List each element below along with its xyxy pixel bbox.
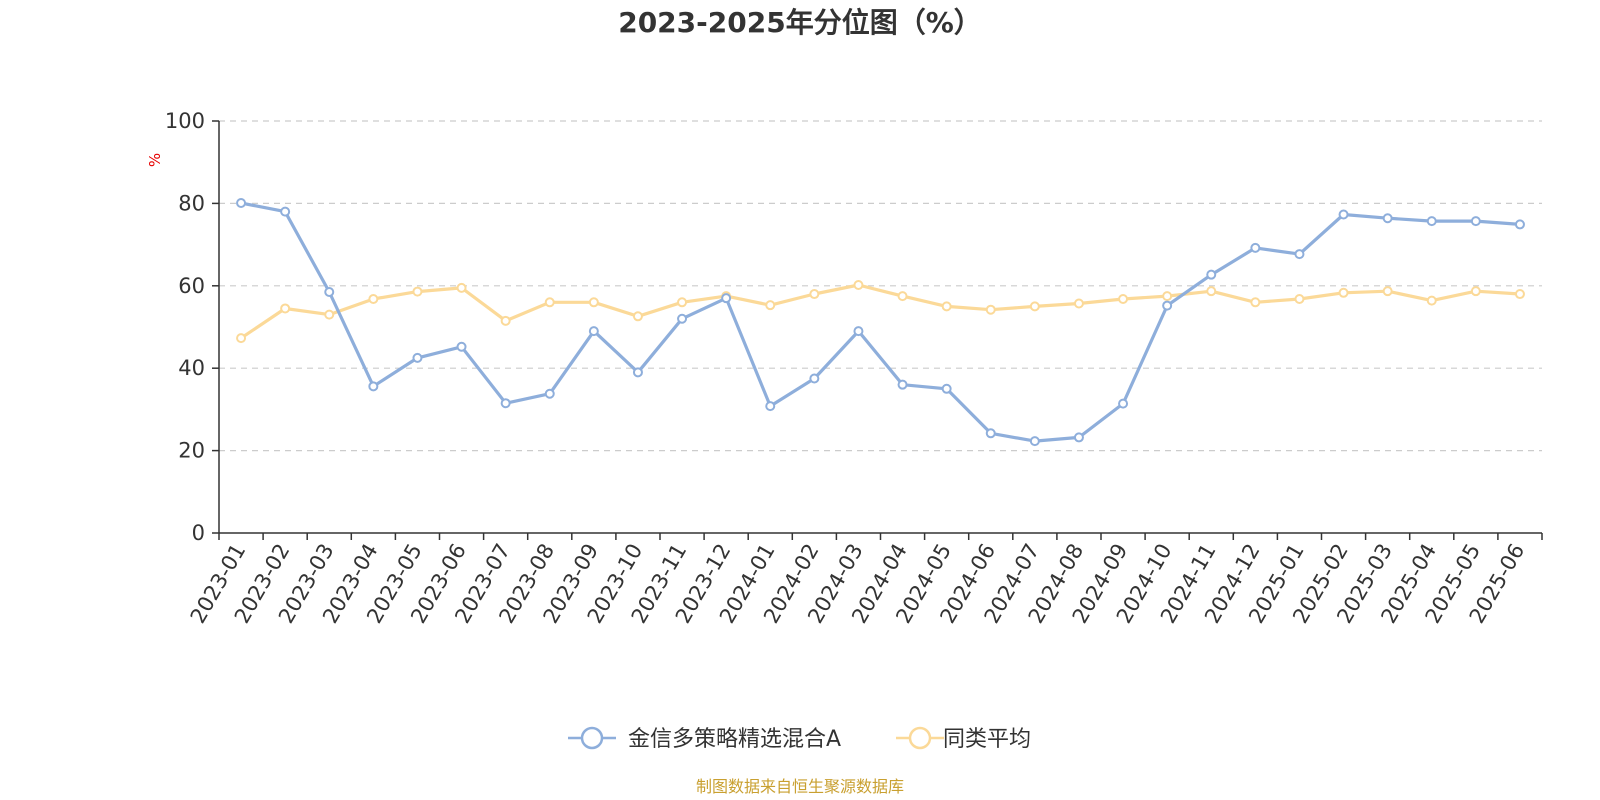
data-point-2-2023-04 <box>368 293 379 304</box>
data-point-2-2024-02 <box>809 289 820 300</box>
series-lines <box>236 197 1525 447</box>
data-point-2-2023-07 <box>500 315 511 326</box>
data-point-1-2024-04 <box>897 379 908 390</box>
data-point-2-2025-01 <box>1294 293 1305 304</box>
data-point-2-2024-08 <box>1073 298 1084 309</box>
data-point-1-2023-01 <box>236 197 247 208</box>
data-point-2-2023-01 <box>236 333 247 344</box>
data-point-1-2023-03 <box>324 286 335 297</box>
y-tick-label-40: 40 <box>178 356 205 380</box>
data-point-2-2024-10 <box>1162 291 1173 302</box>
data-point-1-2023-11 <box>677 313 688 324</box>
data-point-1-2023-02 <box>280 206 291 217</box>
data-point-2-2023-06 <box>456 282 467 293</box>
data-point-1-2025-01 <box>1294 249 1305 260</box>
data-point-1-2023-10 <box>632 367 643 378</box>
y-tick-label-80: 80 <box>178 191 205 215</box>
legend-label-2: 同类平均 <box>943 727 1031 752</box>
data-point-1-2024-03 <box>853 326 864 337</box>
data-point-1-2023-05 <box>412 352 423 363</box>
data-point-1-2025-06 <box>1514 219 1525 230</box>
data-point-2-2023-10 <box>632 311 643 322</box>
data-point-1-2024-08 <box>1073 432 1084 443</box>
data-point-1-2024-12 <box>1250 242 1261 253</box>
data-point-1-2024-01 <box>765 401 776 412</box>
data-point-1-2024-11 <box>1206 269 1217 280</box>
grid-lines <box>219 120 1542 452</box>
data-point-2-2024-12 <box>1250 297 1261 308</box>
data-point-2-2023-08 <box>544 297 555 308</box>
data-point-1-2024-07 <box>1029 436 1040 447</box>
y-axis-unit: % <box>146 153 164 167</box>
data-point-1-2024-02 <box>809 373 820 384</box>
y-tick-label-60: 60 <box>178 274 205 298</box>
data-point-2-2024-09 <box>1118 293 1129 304</box>
chart-title: 2023-2025年分位图（%） <box>618 6 982 39</box>
data-point-1-2024-05 <box>941 383 952 394</box>
data-point-2-2023-09 <box>588 297 599 308</box>
data-point-2-2025-06 <box>1514 289 1525 300</box>
series-line-1 <box>240 201 1521 443</box>
series-2 <box>236 279 1525 344</box>
data-point-2-2024-03 <box>853 279 864 290</box>
y-tick-label-100: 100 <box>165 109 205 133</box>
data-point-1-2025-02 <box>1338 209 1349 220</box>
data-point-2-2025-04 <box>1426 295 1437 306</box>
data-point-1-2023-04 <box>368 381 379 392</box>
data-point-2-2025-05 <box>1470 286 1481 297</box>
data-point-2-2024-07 <box>1029 301 1040 312</box>
data-point-2-2025-02 <box>1338 287 1349 298</box>
data-point-1-2023-08 <box>544 388 555 399</box>
data-point-2-2023-05 <box>412 286 423 297</box>
data-point-1-2025-04 <box>1426 216 1437 227</box>
data-point-2-2024-05 <box>941 301 952 312</box>
y-tick-label-20: 20 <box>178 439 205 463</box>
data-point-1-2023-12 <box>721 293 732 304</box>
series-1 <box>236 197 1525 447</box>
legend-marker-2 <box>908 726 932 750</box>
legend-label-1: 金信多策略精选混合A <box>628 727 841 752</box>
data-point-1-2024-06 <box>985 428 996 439</box>
data-point-2-2025-03 <box>1382 286 1393 297</box>
axes <box>218 121 1542 534</box>
legend[interactable]: 金信多策略精选混合A 同类平均 <box>568 726 1031 752</box>
legend-item-2[interactable]: 同类平均 <box>896 726 1031 752</box>
y-axis-ticks: 0 20 40 60 80 100 <box>165 109 219 545</box>
data-point-1-2025-05 <box>1470 216 1481 227</box>
data-point-1-2024-10 <box>1162 300 1173 311</box>
data-point-1-2023-09 <box>588 326 599 337</box>
data-point-2-2024-06 <box>985 304 996 315</box>
data-point-1-2024-09 <box>1118 398 1129 409</box>
data-point-2-2024-11 <box>1206 286 1217 297</box>
y-tick-label-0: 0 <box>192 521 205 545</box>
data-point-2-2023-02 <box>280 303 291 314</box>
legend-marker-1 <box>580 726 604 750</box>
series-line-2 <box>240 283 1521 340</box>
data-point-1-2023-06 <box>456 341 467 352</box>
x-axis-ticks: 2023-012023-022023-032023-042023-052023-… <box>186 533 1543 627</box>
data-point-2-2023-03 <box>324 309 335 320</box>
data-point-2-2024-04 <box>897 291 908 302</box>
data-point-2-2023-11 <box>677 297 688 308</box>
source-note: 制图数据来自恒生聚源数据库 <box>696 777 904 796</box>
data-point-2-2024-01 <box>765 300 776 311</box>
legend-item-1[interactable]: 金信多策略精选混合A <box>568 726 841 752</box>
data-point-1-2023-07 <box>500 398 511 409</box>
data-point-1-2025-03 <box>1382 213 1393 224</box>
